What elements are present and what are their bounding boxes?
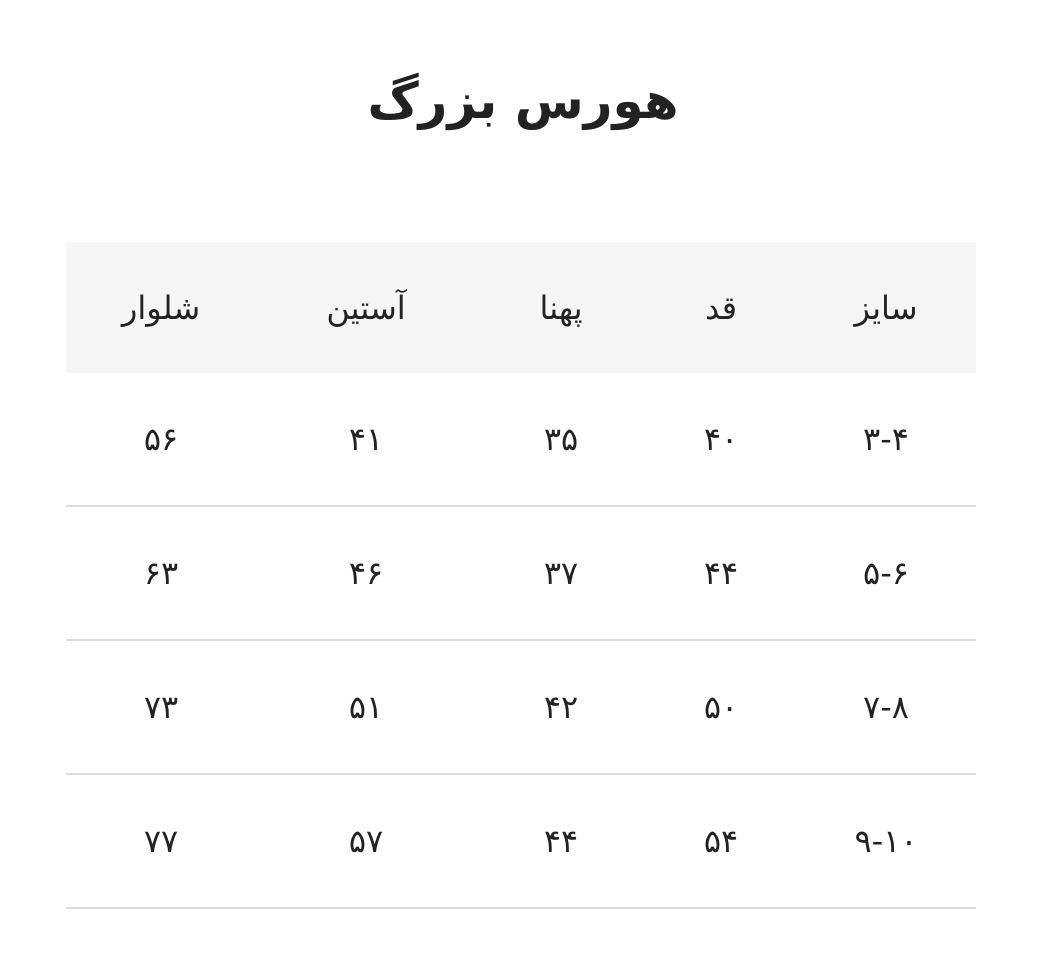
- cell-pants: ۵۶: [66, 373, 256, 507]
- page-title: هورس بزرگ: [367, 72, 679, 130]
- cell-width: ۳۵: [476, 373, 646, 507]
- header-sleeve: آستین: [256, 242, 476, 373]
- table-row: ۹-۱۰ ۵۴ ۴۴ ۵۷ ۷۷: [66, 774, 976, 909]
- cell-sleeve: ۵۱: [256, 640, 476, 775]
- cell-sleeve: ۵۷: [256, 774, 476, 909]
- cell-size: ۵-۶: [796, 506, 976, 641]
- cell-size: ۹-۱۰: [796, 774, 976, 909]
- cell-size: ۷-۸: [796, 640, 976, 775]
- header-length: قد: [646, 242, 796, 373]
- size-table: سایز قد پهنا آستین شلوار ۳-۴ ۴۰ ۳۵ ۴۱ ۵۶ ۵-۶ ۴…: [66, 242, 976, 909]
- header-pants: شلوار: [66, 242, 256, 373]
- cell-length: ۵۴: [646, 774, 796, 909]
- header-size: سایز: [796, 242, 976, 373]
- cell-pants: ۶۳: [66, 506, 256, 641]
- cell-width: ۳۷: [476, 506, 646, 641]
- cell-pants: ۷۷: [66, 774, 256, 909]
- table-header-row: سایز قد پهنا آستین شلوار: [66, 242, 976, 373]
- cell-width: ۴۴: [476, 774, 646, 909]
- header-width: پهنا: [476, 242, 646, 373]
- table-row: ۷-۸ ۵۰ ۴۲ ۵۱ ۷۳: [66, 640, 976, 775]
- cell-size: ۳-۴: [796, 373, 976, 507]
- table-row: ۳-۴ ۴۰ ۳۵ ۴۱ ۵۶: [66, 373, 976, 507]
- cell-sleeve: ۴۱: [256, 373, 476, 507]
- cell-pants: ۷۳: [66, 640, 256, 775]
- cell-length: ۴۰: [646, 373, 796, 507]
- table-row: ۵-۶ ۴۴ ۳۷ ۴۶ ۶۳: [66, 506, 976, 641]
- cell-width: ۴۲: [476, 640, 646, 775]
- cell-sleeve: ۴۶: [256, 506, 476, 641]
- cell-length: ۴۴: [646, 506, 796, 641]
- cell-length: ۵۰: [646, 640, 796, 775]
